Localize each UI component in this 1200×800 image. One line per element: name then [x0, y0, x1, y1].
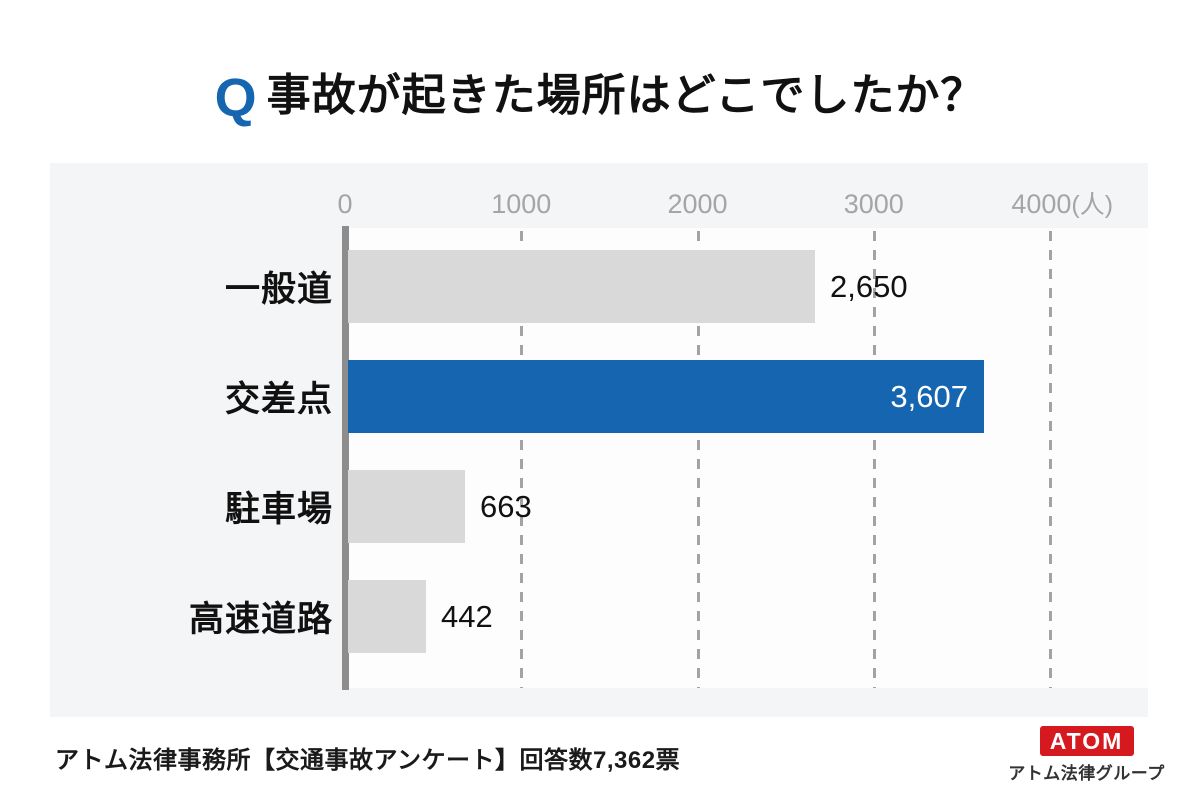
x-tick-label: 3000: [843, 189, 904, 219]
x-tick-label: 1000: [491, 189, 552, 219]
question-q-mark: Q: [214, 68, 257, 128]
atom-logo-subtitle: アトム法律グループ: [1008, 764, 1165, 783]
bar: [348, 250, 815, 323]
gridline-dashed: [872, 231, 876, 688]
gridline-dashed: [1049, 231, 1052, 688]
x-tick-label: 4000(人): [1011, 189, 1114, 219]
x-tick-label: 2000: [667, 189, 728, 219]
category-label: 高速道路: [188, 600, 333, 639]
x-tick-label: 0: [337, 189, 353, 219]
bar-row: 一般道 2,650: [50, 250, 1148, 323]
gridline-dashed: [520, 231, 524, 688]
y-axis-line: [342, 226, 349, 690]
category-label: 駐車場: [224, 490, 333, 529]
page-title-text: 事故が起きた場所はどこでしたか？: [266, 71, 986, 120]
x-axis-unit: (人): [1071, 191, 1114, 219]
category-label: 交差点: [224, 380, 333, 419]
value-label: 442: [441, 599, 493, 634]
bar-highlighted: [348, 360, 984, 433]
page-title: Q 事故が起きた場所はどこでしたか？: [0, 58, 1200, 134]
atom-logo-badge: ATOM: [1039, 726, 1134, 756]
bar-row: 駐車場 663: [50, 470, 1148, 543]
bar: [348, 470, 465, 543]
gridline-dashed: [696, 231, 700, 688]
value-label: 3,607: [890, 379, 968, 414]
bar-row: 高速道路 442: [50, 580, 1148, 653]
source-note: アトム法律事務所【交通事故アンケート】回答数7,362票: [55, 747, 681, 774]
atom-logo: ATOM アトム法律グループ: [1008, 726, 1164, 784]
category-label: 一般道: [224, 270, 333, 309]
value-label: 663: [480, 489, 532, 524]
bar: [348, 580, 426, 653]
value-label: 2,650: [830, 269, 908, 304]
bar-row: 交差点 3,607: [50, 360, 1148, 433]
chart-panel: 0 1000 2000 3000 4000(人) 一般道 2,650 交差点 3,607 駐車場…: [50, 163, 1148, 717]
